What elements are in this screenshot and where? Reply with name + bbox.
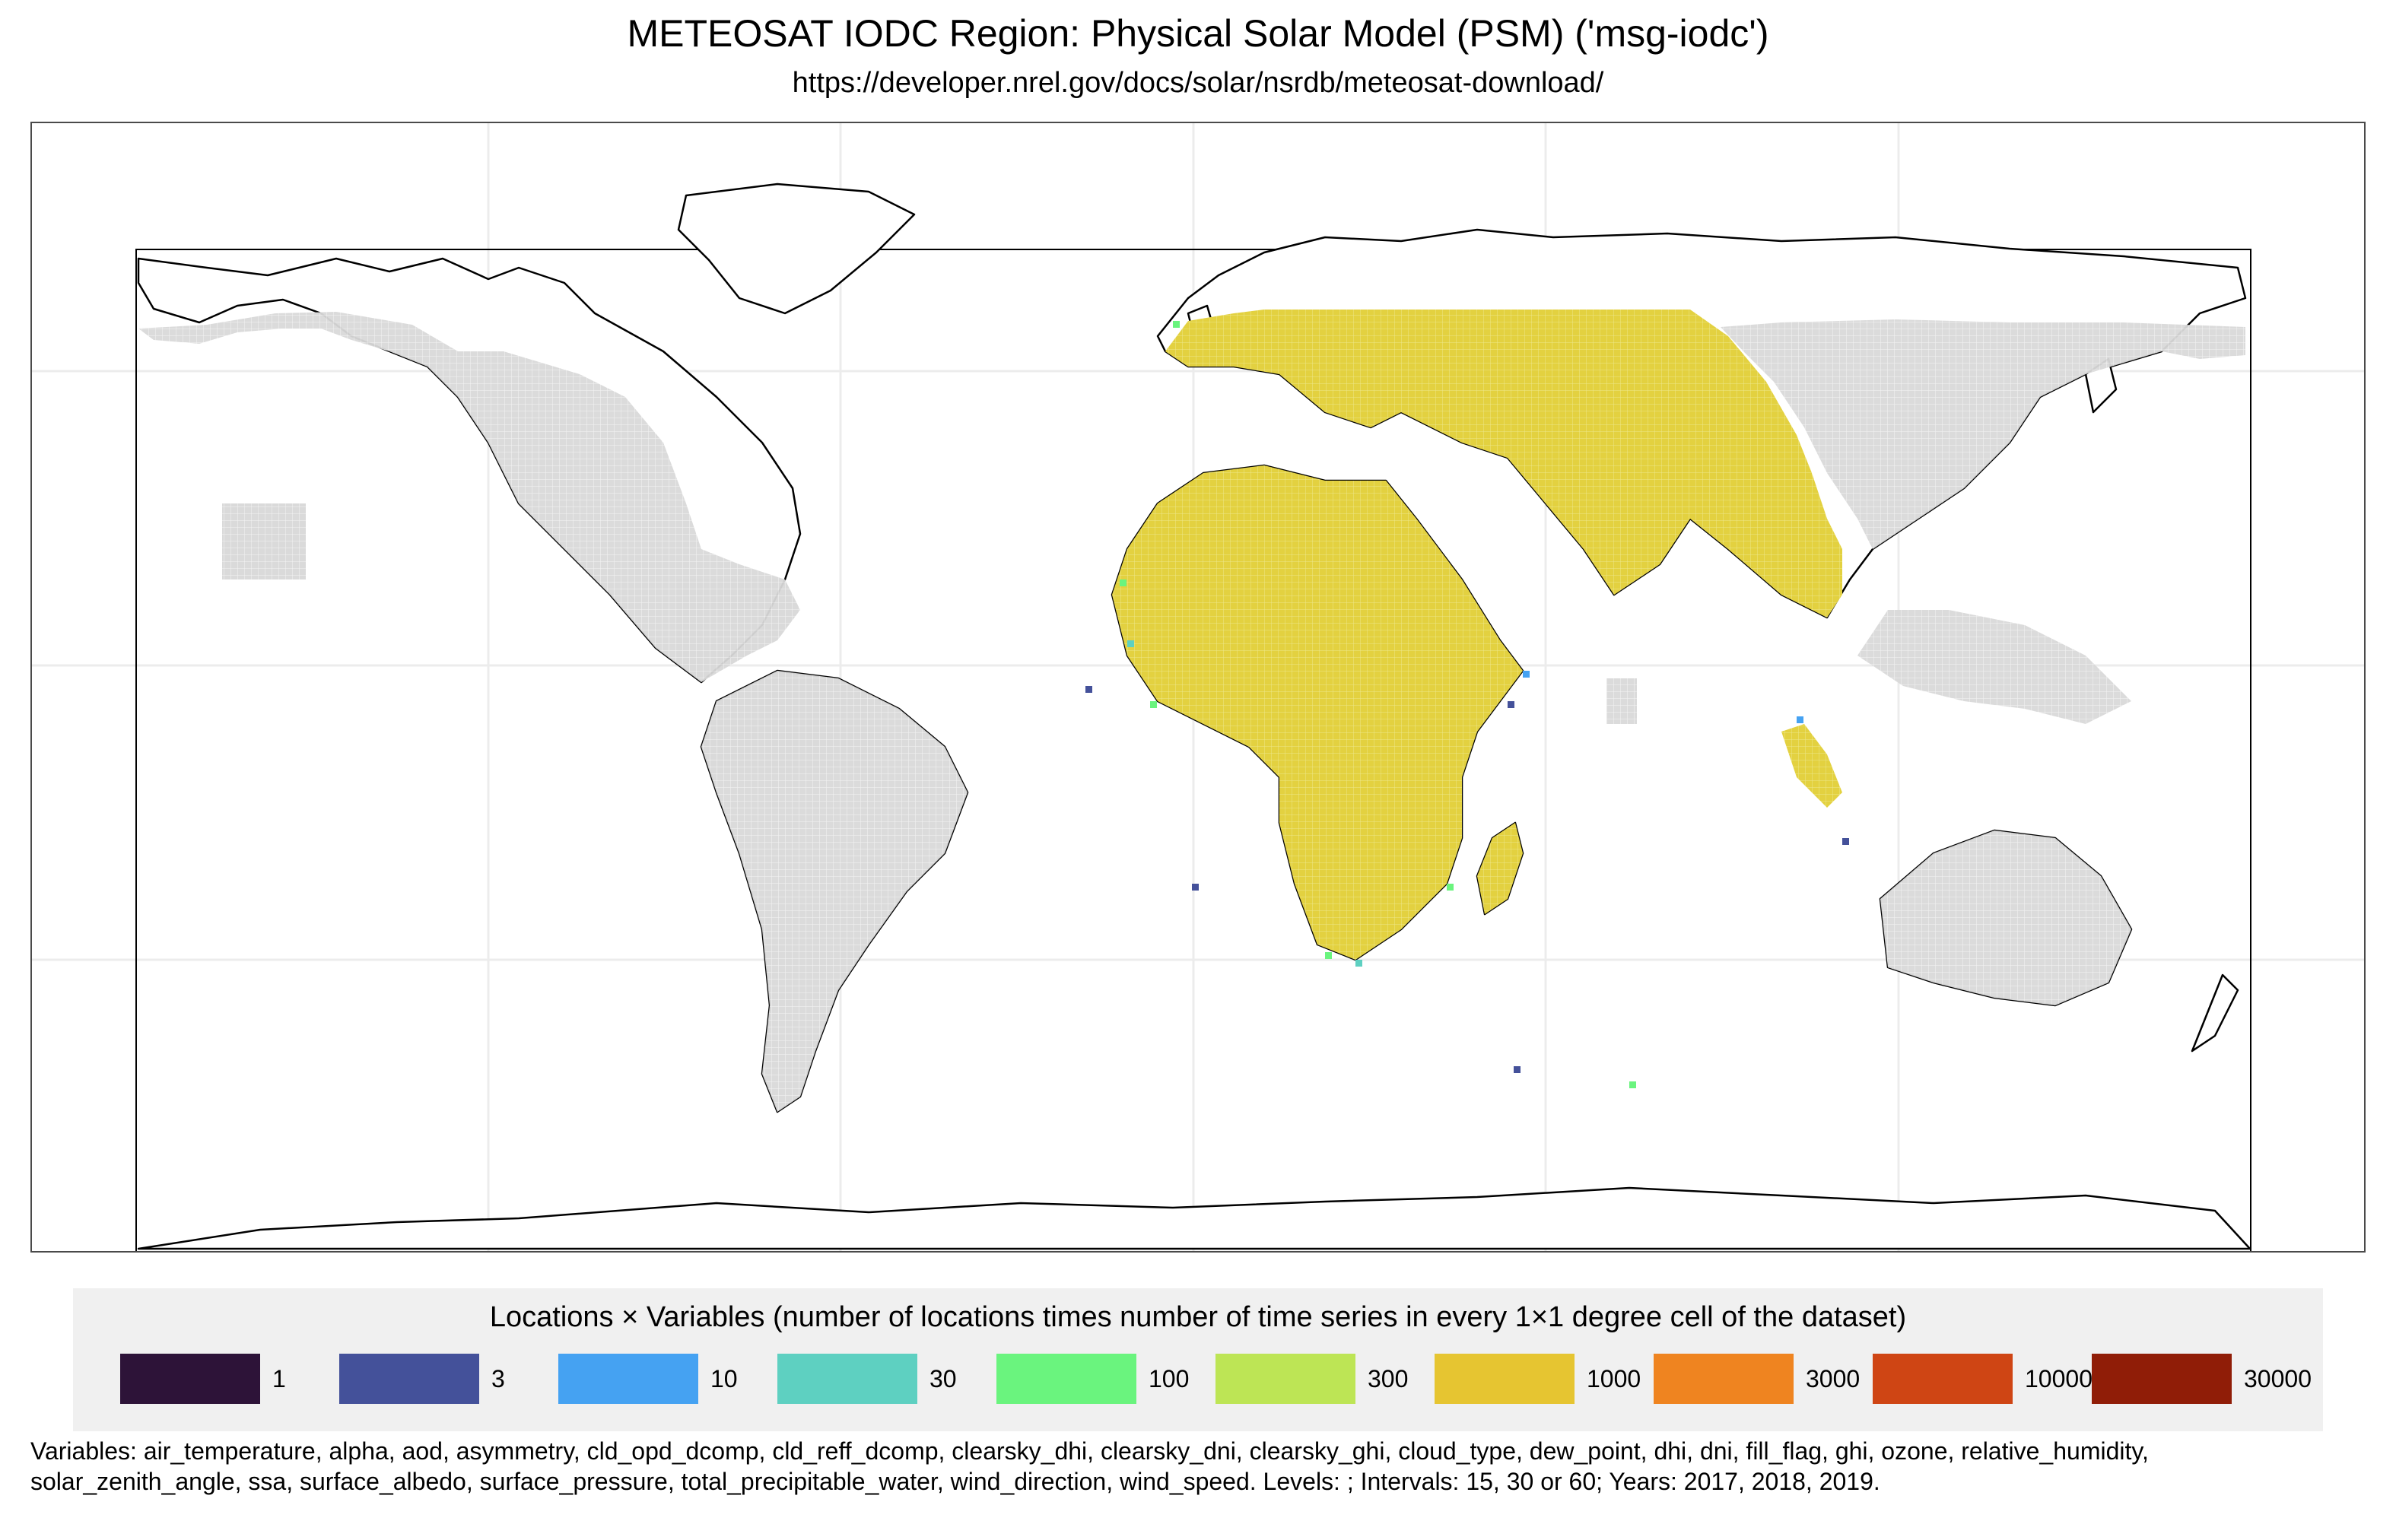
edge-cell (1120, 579, 1127, 586)
coverage-africa (1112, 465, 1523, 960)
coverage-sri-lanka-malaya (1781, 724, 1842, 808)
legend-swatch (120, 1354, 260, 1404)
edge-cell (1523, 671, 1530, 678)
edge-cell (1192, 884, 1199, 891)
coverage-madagascar (1477, 823, 1523, 914)
edge-cell (1325, 952, 1332, 959)
legend-label: 3 (491, 1365, 505, 1392)
legend-swatch (1215, 1354, 1355, 1404)
arabian-sea-cells (1606, 678, 1637, 724)
legend-swatch (777, 1354, 917, 1404)
legend-label: 30 (929, 1365, 957, 1392)
coverage-europe-asia (1165, 310, 1842, 618)
edge-cell (1508, 701, 1514, 708)
hawaii-cells (222, 503, 306, 579)
legend-swatch (558, 1354, 698, 1404)
edge-cell (1447, 884, 1454, 891)
legend-swatch (1873, 1354, 2013, 1404)
legend-label: 10000 (2025, 1365, 2093, 1392)
edge-cell (1629, 1081, 1636, 1088)
legend-label: 3000 (1806, 1365, 1861, 1392)
world-map (32, 123, 2364, 1251)
greenland-outline (677, 183, 916, 315)
legend: Locations × Variables (number of locatio… (73, 1288, 2323, 1431)
legend-label: 300 (1368, 1365, 1409, 1392)
edge-cell (1127, 640, 1134, 647)
legend-title: Locations × Variables (number of locatio… (489, 1301, 1907, 1333)
chart-subtitle: https://developer.nrel.gov/docs/solar/ns… (792, 67, 1604, 99)
east-asia-cells (1721, 319, 2245, 549)
edge-cell (1173, 321, 1180, 328)
legend-label: 10 (710, 1365, 738, 1392)
edge-cell (1085, 686, 1092, 693)
legend-swatch (996, 1354, 1136, 1404)
north-america-cells (138, 312, 800, 682)
new-zealand-outline (2191, 973, 2239, 1053)
south-america-cells (701, 671, 968, 1112)
australia-cells (1880, 830, 2131, 1005)
map-panel (30, 122, 2366, 1253)
antarctica-outline (137, 1186, 2251, 1250)
legend-swatch (1435, 1354, 1575, 1404)
edge-cell (1797, 716, 1803, 723)
variables-caption: Variables: air_temperature, alpha, aod, … (30, 1437, 2149, 1495)
southeast-asia-cells (1857, 610, 2131, 724)
legend-label: 30000 (2244, 1365, 2312, 1392)
uncovered-cells (138, 312, 2245, 1112)
legend-label: 1 (272, 1365, 286, 1392)
map-frame (135, 249, 2251, 1251)
legend-swatch (2092, 1354, 2232, 1404)
edge-cell (1514, 1066, 1521, 1073)
legend-swatch (1654, 1354, 1794, 1404)
edge-cell (1150, 701, 1157, 708)
coastal-edge-cells (1085, 321, 1849, 1088)
edge-cell (1842, 838, 1849, 845)
legend-label: 1000 (1587, 1365, 1641, 1392)
legend-label: 100 (1149, 1365, 1190, 1392)
chart-title: METEOSAT IODC Region: Physical Solar Mod… (627, 12, 1769, 55)
legend-swatch (339, 1354, 479, 1404)
edge-cell (1355, 960, 1362, 967)
covered-cells (1112, 310, 1842, 960)
